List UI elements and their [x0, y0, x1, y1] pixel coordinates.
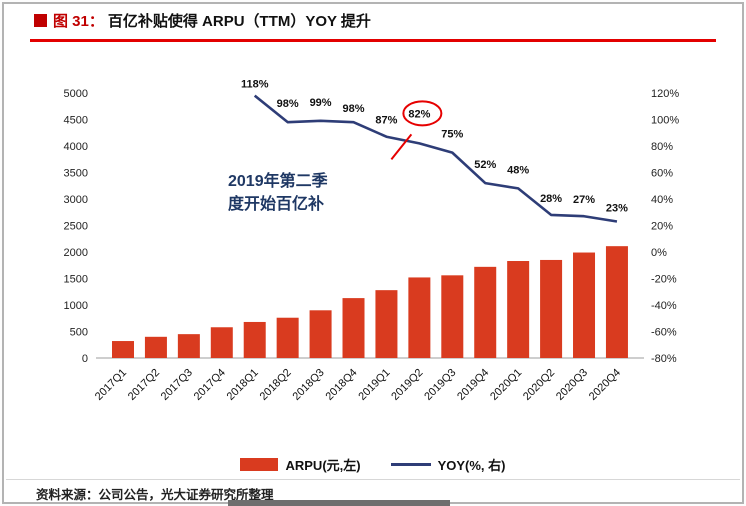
left-axis-tick: 1000: [64, 300, 88, 312]
right-axis-tick: 40%: [651, 194, 673, 206]
right-axis-tick: 120%: [651, 88, 679, 100]
right-axis-tick: 80%: [651, 141, 673, 153]
title-rule: [30, 39, 716, 42]
yoy-point-label: 118%: [241, 79, 269, 91]
source-note: 资料来源：公司公告，光大证券研究所整理: [36, 488, 274, 502]
yoy-point-label: 23%: [606, 203, 628, 215]
figure-title: 百亿补贴使得 ARPU（TTM）YOY 提升: [107, 13, 371, 30]
x-axis-label: 2020Q1: [488, 367, 524, 403]
yoy-point-label: 98%: [342, 103, 364, 115]
yoy-point-label: 87%: [375, 115, 397, 127]
x-axis-label: 2018Q3: [291, 367, 327, 403]
yoy-point-label: 52%: [474, 159, 496, 171]
yoy-point-label: 75%: [441, 129, 463, 141]
left-axis-tick: 2000: [64, 247, 88, 259]
chart-annotation: 2019年第二季 度开始百亿补: [228, 170, 328, 216]
annotation-line1: 2019年第二季: [228, 173, 328, 190]
bar-2020Q3: [573, 252, 596, 358]
left-axis-tick: 3500: [64, 168, 88, 180]
yoy-point-label: 99%: [310, 97, 332, 109]
yoy-point-label: 28%: [540, 193, 562, 205]
x-axis-label: 2017Q2: [126, 367, 162, 403]
yoy-point-label: 98%: [277, 98, 299, 110]
chart-legend: ARPU(元,左) YOY(%, 右): [0, 455, 746, 474]
bar-2018Q2: [276, 317, 299, 358]
bar-2019Q3: [441, 275, 464, 358]
right-axis-tick: 100%: [651, 115, 679, 127]
highlight-pointer: [390, 133, 413, 160]
yoy-line: [253, 94, 618, 223]
right-axis-tick: 60%: [651, 168, 673, 180]
bar-2018Q4: [342, 298, 365, 358]
x-axis-label: 2017Q1: [93, 367, 129, 403]
yoy-point-label: 48%: [507, 164, 529, 176]
right-axis-tick: -80%: [651, 353, 677, 365]
right-axis-tick: -60%: [651, 327, 677, 339]
right-axis-tick: -20%: [651, 274, 677, 286]
yoy-point-label: 27%: [573, 194, 595, 206]
bar-2019Q2: [408, 277, 431, 358]
x-axis-label: 2020Q2: [521, 367, 557, 403]
legend-yoy-label: YOY(%, 右): [437, 458, 506, 473]
figure-tag-icon: [34, 14, 47, 27]
bar-2019Q4: [474, 266, 497, 358]
footer-divider: [6, 479, 740, 480]
legend-arpu-label: ARPU(元,左): [285, 458, 361, 473]
right-axis-tick: 20%: [651, 221, 673, 233]
x-axis-label: 2020Q3: [554, 367, 590, 403]
left-axis-tick: 2500: [64, 221, 88, 233]
figure-tag: 图 31：: [53, 13, 104, 30]
bar-2020Q1: [507, 261, 530, 358]
left-axis-tick: 1500: [64, 274, 88, 286]
bar-2018Q1: [243, 321, 266, 358]
bar-2019Q1: [375, 290, 398, 358]
right-axis-tick: 0%: [651, 247, 667, 259]
legend-item-yoy: YOY(%, 右): [390, 455, 506, 474]
x-axis-label: 2018Q4: [323, 367, 359, 403]
x-axis-label: 2018Q1: [225, 367, 261, 403]
bar-2017Q3: [177, 334, 200, 358]
x-axis-label: 2018Q2: [258, 367, 294, 403]
bar-2017Q2: [144, 336, 167, 358]
bar-2020Q4: [605, 246, 628, 358]
x-axis-label: 2020Q4: [587, 367, 623, 403]
yoy-point-label: 82%: [408, 108, 430, 120]
left-axis-tick: 500: [70, 327, 88, 339]
annotation-line2: 度开始百亿补: [228, 196, 325, 214]
x-axis-label: 2017Q4: [192, 367, 228, 403]
left-axis-tick: 4000: [64, 141, 88, 153]
x-axis-label: 2019Q1: [356, 367, 392, 403]
bar-2017Q4: [210, 327, 233, 358]
bar-2018Q3: [309, 310, 332, 358]
bar-2020Q2: [540, 259, 563, 358]
bar-2017Q1: [112, 341, 134, 358]
left-axis-tick: 5000: [64, 88, 88, 100]
legend-item-arpu: ARPU(元,左): [240, 455, 361, 474]
bottom-strip: [228, 500, 450, 506]
left-axis-tick: 3000: [64, 194, 88, 206]
x-axis-label: 2017Q3: [159, 367, 195, 403]
legend-line-swatch: [390, 463, 431, 466]
legend-bar-swatch: [240, 458, 279, 471]
x-axis-label: 2019Q3: [422, 367, 458, 403]
left-axis-tick: 4500: [64, 115, 88, 127]
highlight-circle: [402, 100, 443, 127]
figure-header: 图 31： 百亿补贴使得 ARPU（TTM）YOY 提升: [34, 10, 371, 31]
left-axis-tick: 0: [82, 353, 88, 365]
right-axis-tick: -40%: [651, 300, 677, 312]
x-axis-label: 2019Q2: [389, 367, 425, 403]
x-axis-label: 2019Q4: [455, 367, 491, 403]
